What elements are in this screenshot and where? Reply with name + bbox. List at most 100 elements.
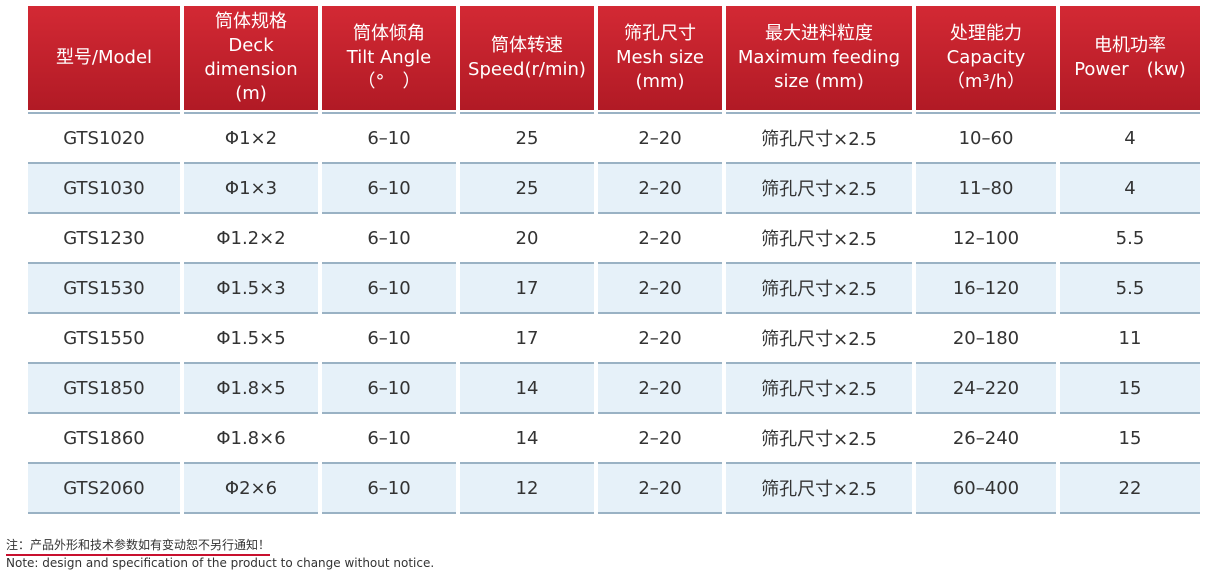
- table-row: GTS1020 Φ1×2 6–10 25 2–20 筛孔尺寸×2.5 10–60…: [28, 112, 1200, 162]
- cell-speed: 14: [460, 412, 594, 462]
- cell-power: 4: [1060, 112, 1200, 162]
- cell-speed: 20: [460, 212, 594, 262]
- cell-power: 5.5: [1060, 212, 1200, 262]
- header-line: 筛孔尺寸: [624, 23, 696, 44]
- header-line: (m): [235, 83, 267, 104]
- cell-speed: 25: [460, 112, 594, 162]
- note-chinese: 注：产品外形和技术参数如有变动恕不另行通知！: [6, 537, 271, 556]
- header-capacity: 处理能力 Capacity （m³/h）: [916, 6, 1056, 112]
- header-mesh-size: 筛孔尺寸 Mesh size (mm): [598, 6, 722, 112]
- cell-max-feeding-size: 筛孔尺寸×2.5: [726, 212, 912, 262]
- table-row: GTS1030 Φ1×3 6–10 25 2–20 筛孔尺寸×2.5 11–80…: [28, 162, 1200, 212]
- cell-speed: 25: [460, 162, 594, 212]
- header-line: Power (kw): [1074, 59, 1186, 80]
- cell-model: GTS1850: [28, 362, 180, 412]
- cell-capacity: 24–220: [916, 362, 1056, 412]
- cell-tilt-angle: 6–10: [322, 112, 456, 162]
- cell-speed: 14: [460, 362, 594, 412]
- header-line: 筒体规格: [215, 11, 287, 32]
- header-max-feeding-size: 最大进料粒度 Maximum feeding size (mm): [726, 6, 912, 112]
- cell-model: GTS1530: [28, 262, 180, 312]
- cell-capacity: 10–60: [916, 112, 1056, 162]
- cell-capacity: 11–80: [916, 162, 1056, 212]
- cell-tilt-angle: 6–10: [322, 362, 456, 412]
- cell-mesh-size: 2–20: [598, 262, 722, 312]
- cell-power: 15: [1060, 412, 1200, 462]
- cell-speed: 17: [460, 312, 594, 362]
- header-speed: 筒体转速 Speed(r/min): [460, 6, 594, 112]
- header-line: 筒体倾角: [353, 23, 425, 44]
- header-line: （m³/h）: [946, 71, 1026, 92]
- cell-capacity: 26–240: [916, 412, 1056, 462]
- table-row: GTS1550 Φ1.5×5 6–10 17 2–20 筛孔尺寸×2.5 20–…: [28, 312, 1200, 362]
- cell-max-feeding-size: 筛孔尺寸×2.5: [726, 312, 912, 362]
- table-row: GTS1230 Φ1.2×2 6–10 20 2–20 筛孔尺寸×2.5 12–…: [28, 212, 1200, 262]
- spec-table: 型号/Model 筒体规格 Deck dimension (m) 筒体倾角 Ti…: [24, 6, 1204, 514]
- cell-mesh-size: 2–20: [598, 462, 722, 514]
- header-line: Speed(r/min): [468, 59, 586, 80]
- cell-capacity: 20–180: [916, 312, 1056, 362]
- header-line: 处理能力: [950, 23, 1022, 44]
- cell-tilt-angle: 6–10: [322, 212, 456, 262]
- note-english: Note: design and specification of the pr…: [6, 556, 435, 570]
- header-line: Tilt Angle: [346, 47, 432, 68]
- cell-max-feeding-size: 筛孔尺寸×2.5: [726, 112, 912, 162]
- cell-deck-dimension: Φ1.2×2: [184, 212, 318, 262]
- cell-capacity: 12–100: [916, 212, 1056, 262]
- table-row: GTS1530 Φ1.5×3 6–10 17 2–20 筛孔尺寸×2.5 16–…: [28, 262, 1200, 312]
- header-line: (mm): [635, 71, 685, 92]
- cell-max-feeding-size: 筛孔尺寸×2.5: [726, 412, 912, 462]
- header-row: 型号/Model 筒体规格 Deck dimension (m) 筒体倾角 Ti…: [28, 6, 1200, 112]
- cell-deck-dimension: Φ1×2: [184, 112, 318, 162]
- cell-model: GTS1550: [28, 312, 180, 362]
- header-line: Maximum feeding: [737, 47, 901, 68]
- cell-power: 5.5: [1060, 262, 1200, 312]
- cell-tilt-angle: 6–10: [322, 262, 456, 312]
- cell-max-feeding-size: 筛孔尺寸×2.5: [726, 362, 912, 412]
- cell-mesh-size: 2–20: [598, 212, 722, 262]
- cell-mesh-size: 2–20: [598, 362, 722, 412]
- header-line: 筒体转速: [491, 35, 563, 56]
- header-line: 型号/Model: [55, 47, 153, 68]
- header-line: 最大进料粒度: [765, 23, 873, 44]
- header-line: dimension: [204, 59, 298, 80]
- cell-power: 22: [1060, 462, 1200, 514]
- header-line: Mesh size: [615, 47, 704, 68]
- cell-power: 11: [1060, 312, 1200, 362]
- cell-model: GTS1860: [28, 412, 180, 462]
- header-line: （° ）: [357, 71, 421, 92]
- cell-speed: 12: [460, 462, 594, 514]
- cell-deck-dimension: Φ1.5×5: [184, 312, 318, 362]
- cell-tilt-angle: 6–10: [322, 462, 456, 514]
- header-line: size (mm): [774, 71, 864, 92]
- header-tilt-angle: 筒体倾角 Tilt Angle （° ）: [322, 6, 456, 112]
- cell-mesh-size: 2–20: [598, 312, 722, 362]
- header-line: 电机功率: [1094, 35, 1166, 56]
- cell-max-feeding-size: 筛孔尺寸×2.5: [726, 462, 912, 514]
- cell-deck-dimension: Φ1.5×3: [184, 262, 318, 312]
- cell-power: 15: [1060, 362, 1200, 412]
- cell-tilt-angle: 6–10: [322, 312, 456, 362]
- header-line: Deck: [228, 35, 274, 56]
- table-row: GTS1860 Φ1.8×6 6–10 14 2–20 筛孔尺寸×2.5 26–…: [28, 412, 1200, 462]
- cell-tilt-angle: 6–10: [322, 412, 456, 462]
- cell-mesh-size: 2–20: [598, 112, 722, 162]
- cell-max-feeding-size: 筛孔尺寸×2.5: [726, 262, 912, 312]
- header-line: Capacity: [946, 47, 1026, 68]
- cell-deck-dimension: Φ1.8×6: [184, 412, 318, 462]
- cell-tilt-angle: 6–10: [322, 162, 456, 212]
- cell-mesh-size: 2–20: [598, 412, 722, 462]
- header-power: 电机功率 Power (kw): [1060, 6, 1200, 112]
- cell-model: GTS1020: [28, 112, 180, 162]
- cell-power: 4: [1060, 162, 1200, 212]
- cell-deck-dimension: Φ1×3: [184, 162, 318, 212]
- cell-speed: 17: [460, 262, 594, 312]
- table-row: GTS1850 Φ1.8×5 6–10 14 2–20 筛孔尺寸×2.5 24–…: [28, 362, 1200, 412]
- header-model: 型号/Model: [28, 6, 180, 112]
- cell-max-feeding-size: 筛孔尺寸×2.5: [726, 162, 912, 212]
- cell-capacity: 16–120: [916, 262, 1056, 312]
- cell-deck-dimension: Φ2×6: [184, 462, 318, 514]
- cell-mesh-size: 2–20: [598, 162, 722, 212]
- cell-model: GTS1230: [28, 212, 180, 262]
- header-deck-dimension: 筒体规格 Deck dimension (m): [184, 6, 318, 112]
